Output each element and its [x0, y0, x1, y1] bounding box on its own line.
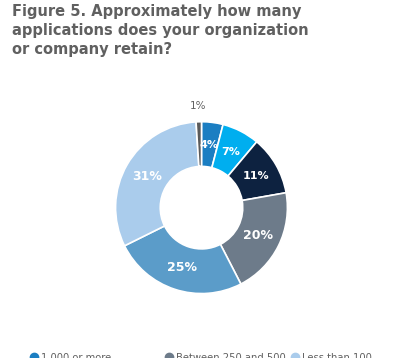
Text: 4%: 4% [200, 140, 219, 150]
Wedge shape [212, 125, 257, 176]
Wedge shape [202, 122, 223, 168]
Text: 25%: 25% [167, 261, 197, 274]
Wedge shape [228, 142, 286, 200]
Wedge shape [220, 193, 287, 284]
Text: Figure 5. Approximately how many
applications does your organization
or company : Figure 5. Approximately how many applica… [12, 4, 309, 57]
Text: 11%: 11% [243, 171, 269, 181]
Wedge shape [196, 122, 202, 166]
Wedge shape [116, 122, 199, 246]
Text: 7%: 7% [221, 147, 240, 157]
Text: 1%: 1% [190, 101, 206, 111]
Text: 20%: 20% [243, 229, 273, 242]
Text: 31%: 31% [132, 170, 162, 183]
Wedge shape [125, 226, 241, 294]
Legend: 1,000 or more, Between 750 and 1,000, Between 500 and 750, Between 250 and 500, : 1,000 or more, Between 750 and 1,000, Be… [31, 353, 372, 358]
